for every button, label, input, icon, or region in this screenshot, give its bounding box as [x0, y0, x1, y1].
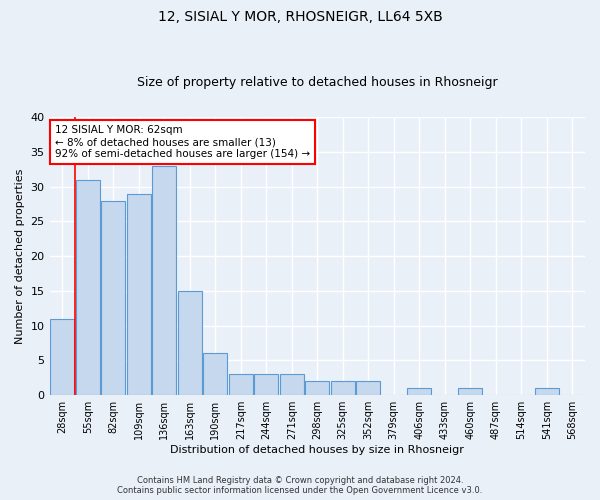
Bar	[458, 388, 482, 395]
Bar	[280, 374, 304, 395]
Bar	[229, 374, 253, 395]
Text: 12, SISIAL Y MOR, RHOSNEIGR, LL64 5XB: 12, SISIAL Y MOR, RHOSNEIGR, LL64 5XB	[158, 10, 442, 24]
Bar	[331, 382, 355, 395]
X-axis label: Distribution of detached houses by size in Rhosneigr: Distribution of detached houses by size …	[170, 445, 464, 455]
Bar	[407, 388, 431, 395]
Bar	[127, 194, 151, 395]
Bar	[50, 318, 74, 395]
Bar	[254, 374, 278, 395]
Bar	[535, 388, 559, 395]
Bar	[152, 166, 176, 395]
Title: Size of property relative to detached houses in Rhosneigr: Size of property relative to detached ho…	[137, 76, 497, 90]
Bar	[356, 382, 380, 395]
Bar	[203, 354, 227, 395]
Text: 12 SISIAL Y MOR: 62sqm
← 8% of detached houses are smaller (13)
92% of semi-deta: 12 SISIAL Y MOR: 62sqm ← 8% of detached …	[55, 126, 310, 158]
Bar	[101, 200, 125, 395]
Y-axis label: Number of detached properties: Number of detached properties	[15, 168, 25, 344]
Bar	[178, 291, 202, 395]
Bar	[76, 180, 100, 395]
Bar	[305, 382, 329, 395]
Text: Contains HM Land Registry data © Crown copyright and database right 2024.
Contai: Contains HM Land Registry data © Crown c…	[118, 476, 482, 495]
